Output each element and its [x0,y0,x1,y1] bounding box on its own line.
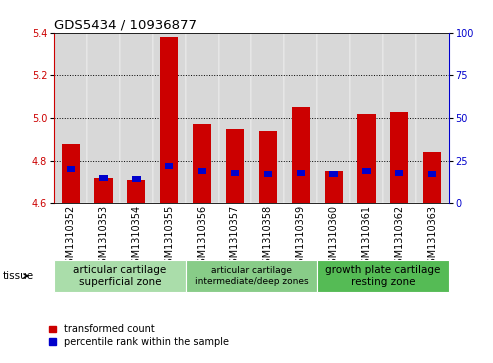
Bar [395,170,403,176]
Bar [153,33,186,203]
Bar [87,33,120,203]
Bar [264,171,272,177]
Legend: transformed count, percentile rank within the sample: transformed count, percentile rank withi… [49,324,229,347]
Bar [231,170,239,176]
Bar [193,125,211,203]
Bar [186,33,218,203]
Bar [350,33,383,203]
Text: articular cartilage
superficial zone: articular cartilage superficial zone [73,265,167,287]
Bar [428,171,436,177]
Bar [165,163,174,169]
Bar [324,171,343,203]
Bar [160,37,178,203]
Bar [292,107,310,203]
Bar [226,129,244,203]
Bar [357,114,376,203]
Bar [100,175,107,181]
Bar [383,33,416,203]
Bar [317,33,350,203]
Bar [251,33,284,203]
Bar [423,152,441,203]
Bar [362,168,371,174]
Text: growth plate cartilage
resting zone: growth plate cartilage resting zone [325,265,441,287]
Text: articular cartilage
intermediate/deep zones: articular cartilage intermediate/deep zo… [195,266,308,286]
Bar [62,144,80,203]
Bar [95,178,112,203]
Text: tissue: tissue [2,271,34,281]
Bar [297,170,305,176]
Bar [329,171,338,177]
Bar [67,166,75,172]
Bar [416,33,449,203]
Bar [132,176,141,182]
Bar [54,33,87,203]
Bar [198,168,206,174]
Bar [390,111,408,203]
Bar [218,33,251,203]
Bar [259,131,277,203]
Bar [284,33,317,203]
Text: GDS5434 / 10936877: GDS5434 / 10936877 [54,19,197,32]
Bar [120,33,153,203]
Bar [127,180,145,203]
